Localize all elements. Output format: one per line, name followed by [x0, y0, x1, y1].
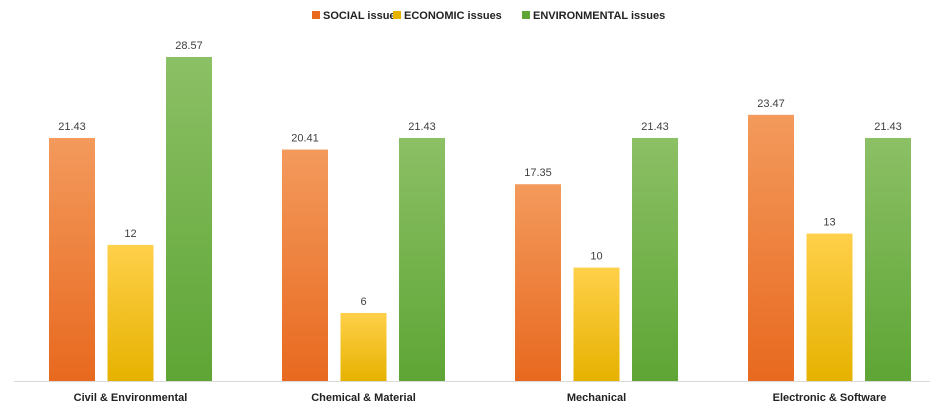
data-label-economic-issues-civil-and-environmental: 12: [124, 228, 136, 240]
data-label-social-issues-chemical-and-material: 20.41: [291, 133, 319, 145]
category-labels-group: Civil & Environmental Chemical & Material…: [74, 392, 887, 404]
legend: SOCIAL issues ECONOMIC issues ENVIRONMENTA…: [312, 10, 665, 22]
bar-environmental-issues-civil-and-environmental: [166, 57, 212, 381]
data-label-environmental-issues-electronic-and-software: 21.43: [874, 121, 902, 133]
legend-label-social-issues: SOCIAL issues: [323, 10, 402, 22]
bar-economic-issues-electronic-and-software: [806, 233, 853, 381]
data-label-social-issues-electronic-and-software: 23.47: [757, 98, 785, 110]
bar-economic-issues-mechanical: [573, 267, 620, 381]
bar-economic-issues-chemical-and-material: [340, 312, 387, 381]
bar-environmental-issues-chemical-and-material: [399, 137, 445, 381]
category-label-mechanical: Mechanical: [567, 392, 626, 404]
bar-economic-issues-civil-and-environmental: [107, 244, 154, 381]
legend-label-economic-issues: ECONOMIC issues: [404, 10, 502, 22]
data-label-social-issues-civil-and-environmental: 21.43: [58, 121, 86, 133]
data-label-environmental-issues-civil-and-environmental: 28.57: [175, 40, 203, 52]
data-labels-group: 21.43 12 28.57 20.41 6 21.43 17.35 10 21.43 23.47…: [58, 40, 902, 308]
bars-group: [49, 57, 911, 382]
data-label-economic-issues-mechanical: 10: [590, 251, 602, 263]
data-label-environmental-issues-mechanical: 21.43: [641, 121, 669, 133]
category-label-civil-and-environmental: Civil & Environmental: [74, 392, 188, 404]
category-label-electronic-and-software: Electronic & Software: [773, 392, 887, 404]
data-label-economic-issues-electronic-and-software: 13: [823, 217, 835, 229]
bar-social-issues-chemical-and-material: [282, 149, 328, 381]
category-label-chemical-and-material: Chemical & Material: [311, 392, 416, 404]
bar-social-issues-mechanical: [515, 184, 561, 381]
legend-swatch-environmental-issues: [522, 11, 530, 19]
legend-label-environmental-issues: ENVIRONMENTAL issues: [533, 10, 665, 22]
data-label-economic-issues-chemical-and-material: 6: [360, 296, 366, 308]
bar-environmental-issues-electronic-and-software: [865, 137, 911, 381]
data-label-environmental-issues-chemical-and-material: 21.43: [408, 121, 436, 133]
bar-environmental-issues-mechanical: [632, 137, 678, 381]
bar-social-issues-electronic-and-software: [748, 114, 794, 382]
legend-swatch-economic-issues: [393, 11, 401, 19]
bar-social-issues-civil-and-environmental: [49, 137, 95, 381]
legend-swatch-social-issues: [312, 11, 320, 19]
data-label-social-issues-mechanical: 17.35: [524, 167, 552, 179]
